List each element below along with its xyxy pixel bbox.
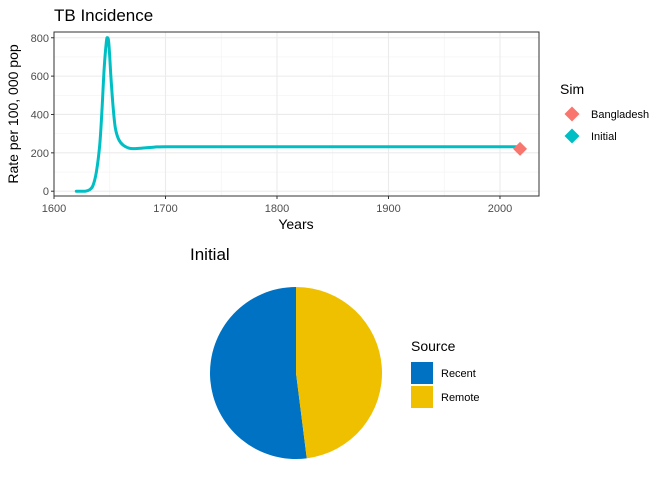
y-tick-label: 800 bbox=[31, 33, 49, 45]
y-tick-label: 200 bbox=[31, 148, 49, 160]
x-axis-label: Years bbox=[278, 216, 313, 232]
series-layer bbox=[74, 36, 528, 193]
axis-ticks: 1600 1700 1800 1900 2000 0 200 400 600 800 bbox=[31, 33, 513, 215]
x-tick-label: 1700 bbox=[153, 203, 177, 215]
pie-legend: Source Recent Remote bbox=[411, 338, 480, 408]
legend-label-remote: Remote bbox=[441, 392, 480, 404]
legend-label-recent: Recent bbox=[441, 368, 476, 380]
line-legend: Sim Bangladesh Initial bbox=[560, 81, 649, 144]
pie-chart: Initial Source Recent Remote bbox=[190, 245, 480, 459]
x-tick-label: 1600 bbox=[42, 203, 66, 215]
pie-slice-remote bbox=[296, 287, 383, 459]
y-tick-label: 0 bbox=[43, 186, 49, 198]
x-tick-label: 2000 bbox=[488, 203, 512, 215]
line-chart: TB Incidence 1600 1700 1800 1900 2000 0 200 400… bbox=[5, 6, 649, 232]
legend-key-bangladesh bbox=[564, 106, 580, 122]
pie-chart-title: Initial bbox=[190, 245, 230, 264]
y-tick-label: 600 bbox=[31, 71, 49, 83]
legend-title: Sim bbox=[560, 81, 584, 97]
pie-slices bbox=[210, 287, 383, 459]
legend-title: Source bbox=[411, 338, 456, 354]
series-line-initial bbox=[74, 36, 522, 193]
legend-key-initial bbox=[564, 128, 580, 144]
y-axis-label: Rate per 100, 000 pop bbox=[5, 44, 21, 184]
legend-key-recent bbox=[411, 362, 433, 384]
legend-label-initial: Initial bbox=[591, 131, 617, 143]
y-tick-label: 400 bbox=[31, 109, 49, 121]
legend-key-remote bbox=[411, 386, 433, 408]
x-tick-label: 1900 bbox=[376, 203, 400, 215]
x-tick-label: 1800 bbox=[265, 203, 289, 215]
line-chart-title: TB Incidence bbox=[54, 6, 153, 25]
pie-slice-recent bbox=[210, 287, 307, 459]
legend-label-bangladesh: Bangladesh bbox=[591, 109, 649, 121]
data-point-bangladesh bbox=[513, 141, 528, 156]
